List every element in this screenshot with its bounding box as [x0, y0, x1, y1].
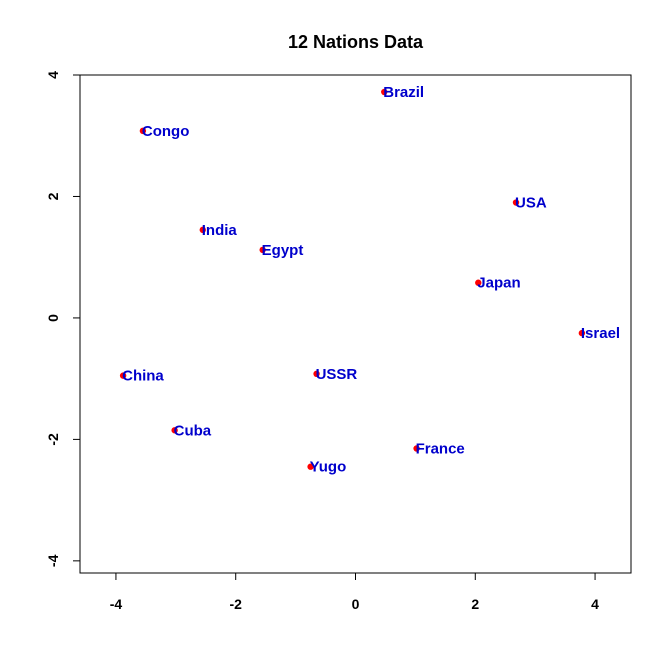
data-point-india: [199, 226, 206, 234]
data-points: [119, 88, 586, 470]
x-tick-label: -4: [110, 596, 123, 612]
data-label-israel: Israel: [581, 325, 620, 342]
data-label-congo: Congo: [142, 123, 189, 140]
x-tick-label: -2: [229, 596, 242, 612]
data-point-israel: [578, 329, 586, 337]
data-label-france: France: [416, 441, 465, 458]
data-label-india: India: [202, 222, 238, 239]
x-tick-label: 2: [471, 596, 479, 612]
data-label-yugo: Yugo: [310, 459, 347, 476]
data-point-cuba: [171, 427, 178, 434]
data-label-cuba: Cuba: [174, 422, 212, 439]
data-labels: Brazil Congo USA India Egypt Japan Israel China…: [122, 84, 620, 476]
y-tick-label: -2: [45, 433, 61, 446]
y-axis: -4 -2 0 2 4: [45, 71, 81, 567]
data-label-usa: USA: [515, 195, 547, 212]
data-point-japan: [475, 279, 482, 286]
data-point-egypt: [259, 246, 266, 254]
data-label-ussr: USSR: [316, 366, 358, 383]
y-tick-label: -4: [45, 554, 61, 567]
x-tick-label: 0: [352, 596, 360, 612]
data-point-yugo: [307, 463, 314, 470]
plot-frame: [79, 74, 632, 574]
x-axis: -4 -2 0 2 4: [110, 572, 599, 612]
data-label-egypt: Egypt: [262, 242, 304, 259]
data-point-france: [413, 445, 420, 452]
y-tick-label: 4: [45, 71, 61, 79]
data-label-japan: Japan: [477, 275, 520, 292]
x-tick-label: 4: [591, 596, 599, 612]
data-point-ussr: [313, 370, 320, 377]
data-label-china: China: [122, 368, 164, 385]
data-point-congo: [139, 127, 147, 135]
data-point-usa: [512, 199, 520, 206]
data-point-china: [119, 372, 127, 379]
data-label-brazil: Brazil: [383, 84, 424, 101]
y-tick-label: 2: [45, 192, 61, 200]
chart-title: 12 Nations Data: [288, 32, 424, 52]
data-point-brazil: [381, 88, 388, 96]
y-tick-label: 0: [45, 314, 61, 322]
